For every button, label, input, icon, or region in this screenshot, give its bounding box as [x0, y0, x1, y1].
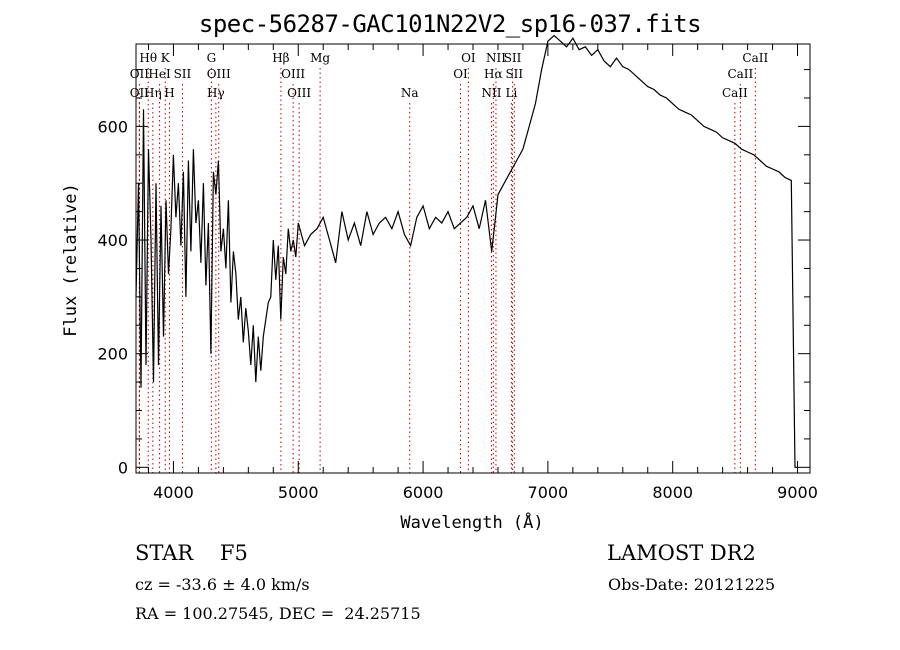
- survey-name: LAMOST DR2: [607, 541, 756, 565]
- line-label: Hθ: [139, 51, 157, 65]
- axes: 4000 5000 6000 7000 8000 9000 0 200 400 600: [97, 43, 818, 502]
- line-label: HeI: [148, 67, 171, 81]
- line-label: CaII: [742, 51, 768, 65]
- x-tick-label: 6000: [403, 483, 444, 502]
- y-tick-label: 200: [97, 345, 128, 364]
- line-label: Hγ: [207, 86, 225, 100]
- observation-date: Obs-Date: 20121225: [608, 575, 776, 594]
- line-label: SII: [505, 67, 523, 81]
- line-label: CaII: [727, 67, 753, 81]
- x-axis-label: Wavelength (Å): [400, 511, 543, 533]
- y-tick-label: 400: [97, 231, 128, 250]
- line-label: OIII: [281, 67, 305, 81]
- line-label: OII: [130, 67, 150, 81]
- spectrum-group: [135, 34, 798, 468]
- chart-title: spec-56287-GAC101N22V2_sp16-037.fits: [198, 10, 702, 38]
- object-class: STAR F5: [135, 541, 248, 565]
- redshift-info: cz = -33.6 ± 4.0 km/s: [135, 575, 310, 594]
- y-tick-label: 600: [97, 117, 128, 136]
- line-label: Hβ: [272, 51, 289, 65]
- line-label: SII: [504, 51, 522, 65]
- line-label: Li: [506, 86, 518, 100]
- line-label: OI: [453, 67, 468, 81]
- line-label: OII: [130, 86, 150, 100]
- coordinates: RA = 100.27545, DEC = 24.25715: [135, 604, 421, 623]
- x-tick-label: 8000: [652, 483, 693, 502]
- y-tick-label: 0: [118, 458, 128, 477]
- line-label: H: [164, 86, 174, 100]
- spectrum-line: [135, 34, 798, 468]
- plot-frame: [135, 43, 811, 474]
- x-tick-label: 5000: [278, 483, 319, 502]
- line-label: Hη: [144, 86, 162, 100]
- x-tick-label: 4000: [153, 483, 194, 502]
- y-axis-label: Flux (relative): [61, 183, 81, 337]
- line-label: Hα: [484, 67, 503, 81]
- line-label: NII: [481, 86, 501, 100]
- line-markers: [138, 68, 756, 473]
- line-label: OIII: [207, 67, 231, 81]
- line-label: SII: [174, 67, 192, 81]
- line-label: CaII: [722, 86, 748, 100]
- line-label: NII: [486, 51, 506, 65]
- x-tick-label: 9000: [777, 483, 818, 502]
- line-label: Na: [401, 86, 419, 100]
- line-label: K: [161, 51, 171, 65]
- x-tick-label: 7000: [528, 483, 569, 502]
- line-label: Mg: [310, 51, 330, 65]
- line-label: G: [207, 51, 217, 65]
- line-label: OIII: [287, 86, 311, 100]
- line-label: OI: [461, 51, 476, 65]
